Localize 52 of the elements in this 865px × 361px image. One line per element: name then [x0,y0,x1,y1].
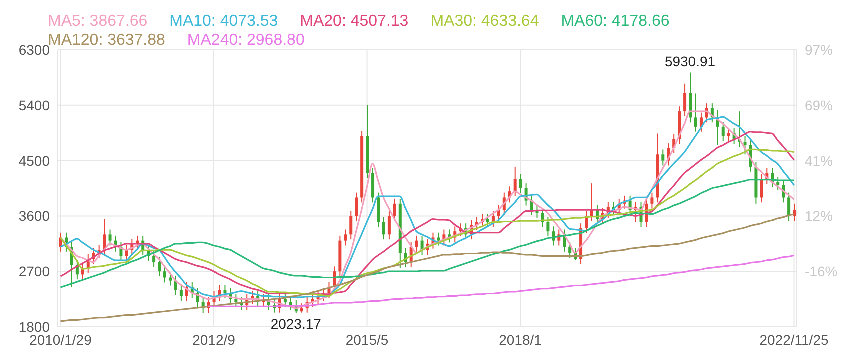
text: MA60: 4178.66 [561,12,670,31]
text: MA5: 3867.66 [48,12,148,31]
candlestick [568,242,572,259]
text: MA30: 4633.64 [430,12,540,31]
text: MA120: 3637.88 [48,31,166,49]
candlestick [519,174,522,194]
text: MA240: 2968.80 [187,31,305,50]
candlestick [224,284,227,299]
text: MA10: 4073.53 [170,12,278,31]
candlestick [168,272,172,286]
candlestick [546,216,550,238]
candlestick [350,210,353,240]
y-tick-label: 6300 [18,42,50,58]
annotation: 2023.17 [270,316,322,332]
candlestick [355,192,358,222]
candlestick [108,229,112,246]
candlestick [760,174,764,204]
candlestick [744,136,747,156]
candlestick [700,112,703,132]
candlestick [722,122,725,142]
candlestick [650,192,654,210]
candlestick [164,266,167,284]
y-tick-label: 2700 [18,264,50,280]
y-tick-label: 4500 [18,152,50,169]
candlestick [234,294,238,308]
candlestick [415,235,418,252]
candlestick [289,296,292,311]
candlestick [152,250,156,268]
x-tick-label: 2018/1 [499,332,542,348]
candlestick [437,232,440,246]
candlestick [388,210,391,240]
candlestick [727,128,730,142]
candlestick [788,192,791,222]
candlestick [694,93,698,132]
candlestick [382,216,386,240]
candlestick [180,284,183,302]
y-tick-label: 3600 [18,208,50,224]
x-tick-label: 2012/9 [192,332,236,348]
candlestick [284,294,287,308]
candlestick [662,149,665,166]
text: MA20: 4507.13 [300,12,409,31]
candlestick [300,303,304,314]
x-tick-label: 2015/5 [346,332,389,348]
candlestick [684,83,687,117]
x-tick-label: 2022/11/25 [760,332,829,348]
y-tick-label: 5400 [18,97,50,114]
candlestick [158,256,162,278]
candlestick [514,166,517,197]
candlestick [776,176,780,191]
candlestick [486,214,490,228]
annotation: 5930.91 [664,54,716,70]
candlestick [344,229,348,246]
